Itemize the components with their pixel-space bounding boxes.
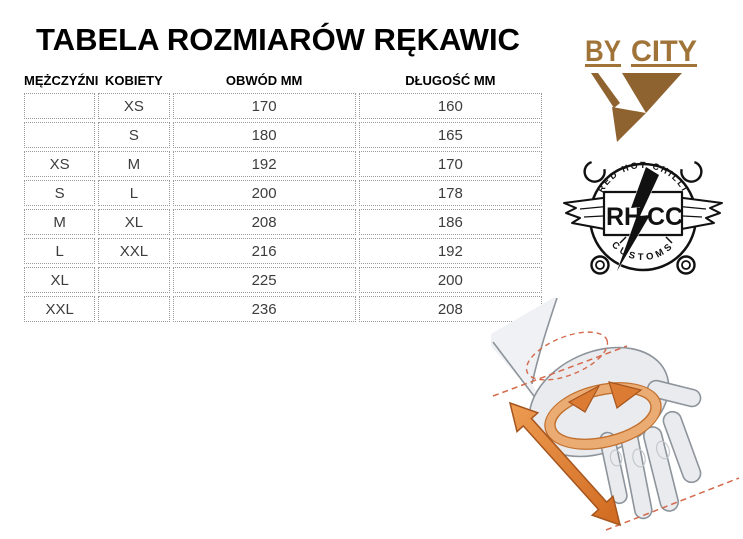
column-header-length: DŁUGOŚĆ MM (405, 73, 496, 88)
wrist-guide-ellipse (525, 331, 609, 381)
cell-circumference: 200 (172, 180, 356, 206)
cell-women-size (98, 296, 170, 322)
header-row: MĘŻCZYŹNI KOBIETY OBWÓD MM DŁUGOŚĆ MM (24, 73, 542, 90)
table-row: XXL 236 208 (24, 296, 542, 322)
cell-circumference: 216 (172, 238, 356, 264)
cell-length: 200 (358, 267, 542, 293)
forearm-edge (531, 298, 558, 385)
cell-circumference: 180 (172, 122, 356, 148)
finger-pinky (599, 431, 628, 505)
svg-text:CUSTOMS: CUSTOMS (609, 240, 677, 264)
wrench-icon (680, 160, 703, 183)
table-row: XL 225 200 (24, 267, 542, 293)
cell-men-size: XL (24, 267, 96, 293)
by-city-y-mark-icon (591, 73, 682, 142)
cell-women-size: XS (98, 93, 170, 119)
table-row: S L 200 178 (24, 180, 542, 206)
by-city-wordmark: BY CITY (585, 35, 697, 68)
rhcc-logo-icon: RH CC RED HOT CHILLI CUSTOMS (563, 160, 723, 275)
rhcc-badge-right-text: CC (647, 203, 683, 231)
column-header-women: KOBIETY (104, 73, 163, 88)
cell-women-size: XXL (98, 238, 170, 264)
cell-men-size (24, 93, 96, 119)
cell-women-size: XL (98, 209, 170, 235)
forearm (491, 298, 557, 410)
finger-middle (642, 426, 680, 512)
page-title: TABELA ROZMIARÓW RĘKAWIC (36, 22, 520, 57)
table-row: XS M 192 170 (24, 151, 542, 177)
table-row: XS 170 160 (24, 93, 542, 119)
cell-women-size (98, 267, 170, 293)
table-row: L XXL 216 192 (24, 238, 542, 264)
rhcc-badge-left-text: RH (606, 203, 642, 231)
cell-circumference: 236 (172, 296, 356, 322)
cell-length: 160 (358, 93, 542, 119)
cell-men-size: XXL (24, 296, 96, 322)
cell-men-size: XS (24, 151, 96, 177)
column-header-circumference: OBWÓD MM (225, 73, 303, 88)
cell-men-size (24, 122, 96, 148)
by-city-word-city: CITY (631, 35, 697, 68)
cell-length: 192 (358, 238, 542, 264)
cell-circumference: 225 (172, 267, 356, 293)
measurement-guides (492, 331, 740, 531)
rotation-arrow-icon (567, 381, 643, 413)
cell-length: 208 (358, 296, 542, 322)
table-row: M XL 208 186 (24, 209, 542, 235)
cell-men-size: S (24, 180, 96, 206)
wrench-icon (583, 160, 606, 183)
ring-wrench-icon (590, 255, 610, 275)
underline-by (585, 64, 621, 67)
cell-length: 170 (358, 151, 542, 177)
cell-length: 165 (358, 122, 542, 148)
cell-length: 178 (358, 180, 542, 206)
cell-men-size: M (24, 209, 96, 235)
size-table: MĘŻCZYŹNI KOBIETY OBWÓD MM DŁUGOŚĆ MM XS… (21, 70, 545, 325)
wrist-guide-line (492, 345, 628, 397)
cell-circumference: 192 (172, 151, 356, 177)
fingertip-guide-line (605, 477, 740, 531)
table-row: S 180 165 (24, 122, 542, 148)
cell-women-size: L (98, 180, 170, 206)
by-city-logo-icon: BY CITY (585, 35, 697, 142)
dial-tick-marks (619, 236, 673, 244)
lightning-bolt-icon (616, 166, 660, 272)
underline-city (631, 64, 697, 67)
cell-women-size: M (98, 151, 170, 177)
cell-circumference: 170 (172, 93, 356, 119)
hand-measurement-diagram (491, 298, 740, 531)
thumb (646, 379, 702, 408)
cell-length: 186 (358, 209, 542, 235)
cell-women-size: S (98, 122, 170, 148)
column-header-men: MĘŻCZYŹNI (24, 73, 99, 88)
by-city-word-by: BY (585, 35, 621, 68)
ring-wrench-icon (676, 255, 696, 275)
knuckle-details (609, 440, 671, 468)
finger-index (662, 410, 702, 484)
cell-men-size: L (24, 238, 96, 264)
rhcc-arc-bottom-text: CUSTOMS (609, 240, 673, 264)
size-table-header: MĘŻCZYŹNI KOBIETY OBWÓD MM DŁUGOŚĆ MM (24, 73, 542, 90)
cell-circumference: 208 (172, 209, 356, 235)
length-arrow-icon (508, 401, 622, 527)
